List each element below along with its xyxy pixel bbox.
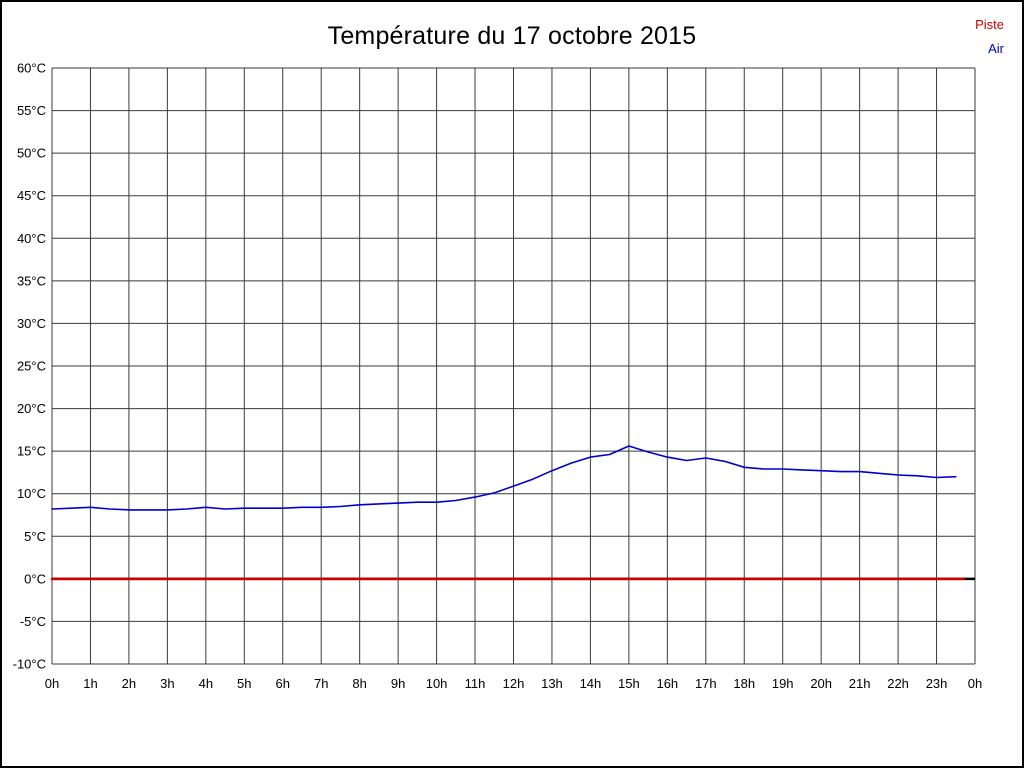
y-axis-labels: 60°C 55°C 50°C 45°C 40°C 35°C 30°C 25°C 20°C 15°C… bbox=[13, 61, 46, 672]
x-tick-label: 0h bbox=[45, 676, 59, 691]
x-axis-labels: 0h 1h 2h 3h 4h 5h 6h 7h 8h 9h 10h 11h 12h 13h 14h 15h 16… bbox=[45, 676, 982, 691]
x-tick-label: 11h bbox=[465, 676, 486, 691]
x-tick-label: 7h bbox=[314, 676, 328, 691]
y-tick-label: 55°C bbox=[17, 103, 46, 118]
x-tick-label: 5h bbox=[237, 676, 251, 691]
y-tick-label: 35°C bbox=[17, 273, 46, 288]
legend: Piste Air bbox=[975, 13, 1004, 61]
grid bbox=[51, 67, 976, 665]
y-tick-label: 50°C bbox=[17, 146, 46, 161]
x-tick-label: 20h bbox=[810, 676, 832, 691]
y-tick-label: 25°C bbox=[17, 359, 46, 374]
x-tick-label: 13h bbox=[541, 676, 563, 691]
y-tick-label: 15°C bbox=[17, 444, 46, 459]
x-tick-label: 12h bbox=[503, 676, 525, 691]
y-tick-label: 45°C bbox=[17, 188, 46, 203]
x-tick-label: 4h bbox=[199, 676, 213, 691]
x-tick-label: 23h bbox=[926, 676, 948, 691]
x-tick-label: 8h bbox=[352, 676, 366, 691]
y-tick-label: 20°C bbox=[17, 401, 46, 416]
y-tick-label: 10°C bbox=[17, 486, 46, 501]
x-tick-label: 2h bbox=[122, 676, 136, 691]
x-tick-label: 22h bbox=[887, 676, 909, 691]
x-tick-label: 14h bbox=[580, 676, 602, 691]
x-tick-label: 9h bbox=[391, 676, 405, 691]
legend-item-piste: Piste bbox=[975, 17, 1004, 32]
series-air-line bbox=[51, 445, 957, 511]
y-tick-label: 0°C bbox=[24, 571, 46, 586]
x-tick-label: 6h bbox=[276, 676, 290, 691]
x-tick-label: 18h bbox=[733, 676, 755, 691]
x-tick-label: 0h bbox=[968, 676, 982, 691]
x-tick-label: 17h bbox=[695, 676, 717, 691]
y-tick-label: -10°C bbox=[13, 657, 46, 672]
chart-title: Température du 17 octobre 2015 bbox=[327, 22, 697, 50]
x-tick-label: 3h bbox=[160, 676, 174, 691]
x-tick-label: 15h bbox=[618, 676, 640, 691]
x-tick-label: 10h bbox=[426, 676, 448, 691]
y-tick-label: 40°C bbox=[17, 231, 46, 246]
y-tick-label: 30°C bbox=[17, 316, 46, 331]
x-tick-label: 1h bbox=[83, 676, 97, 691]
y-tick-label: -5°C bbox=[20, 614, 46, 629]
x-tick-label: 21h bbox=[849, 676, 871, 691]
x-tick-label: 19h bbox=[772, 676, 794, 691]
y-tick-label: 60°C bbox=[17, 61, 46, 76]
legend-item-air: Air bbox=[988, 41, 1004, 56]
x-tick-label: 16h bbox=[656, 676, 678, 691]
y-tick-label: 5°C bbox=[24, 529, 46, 544]
